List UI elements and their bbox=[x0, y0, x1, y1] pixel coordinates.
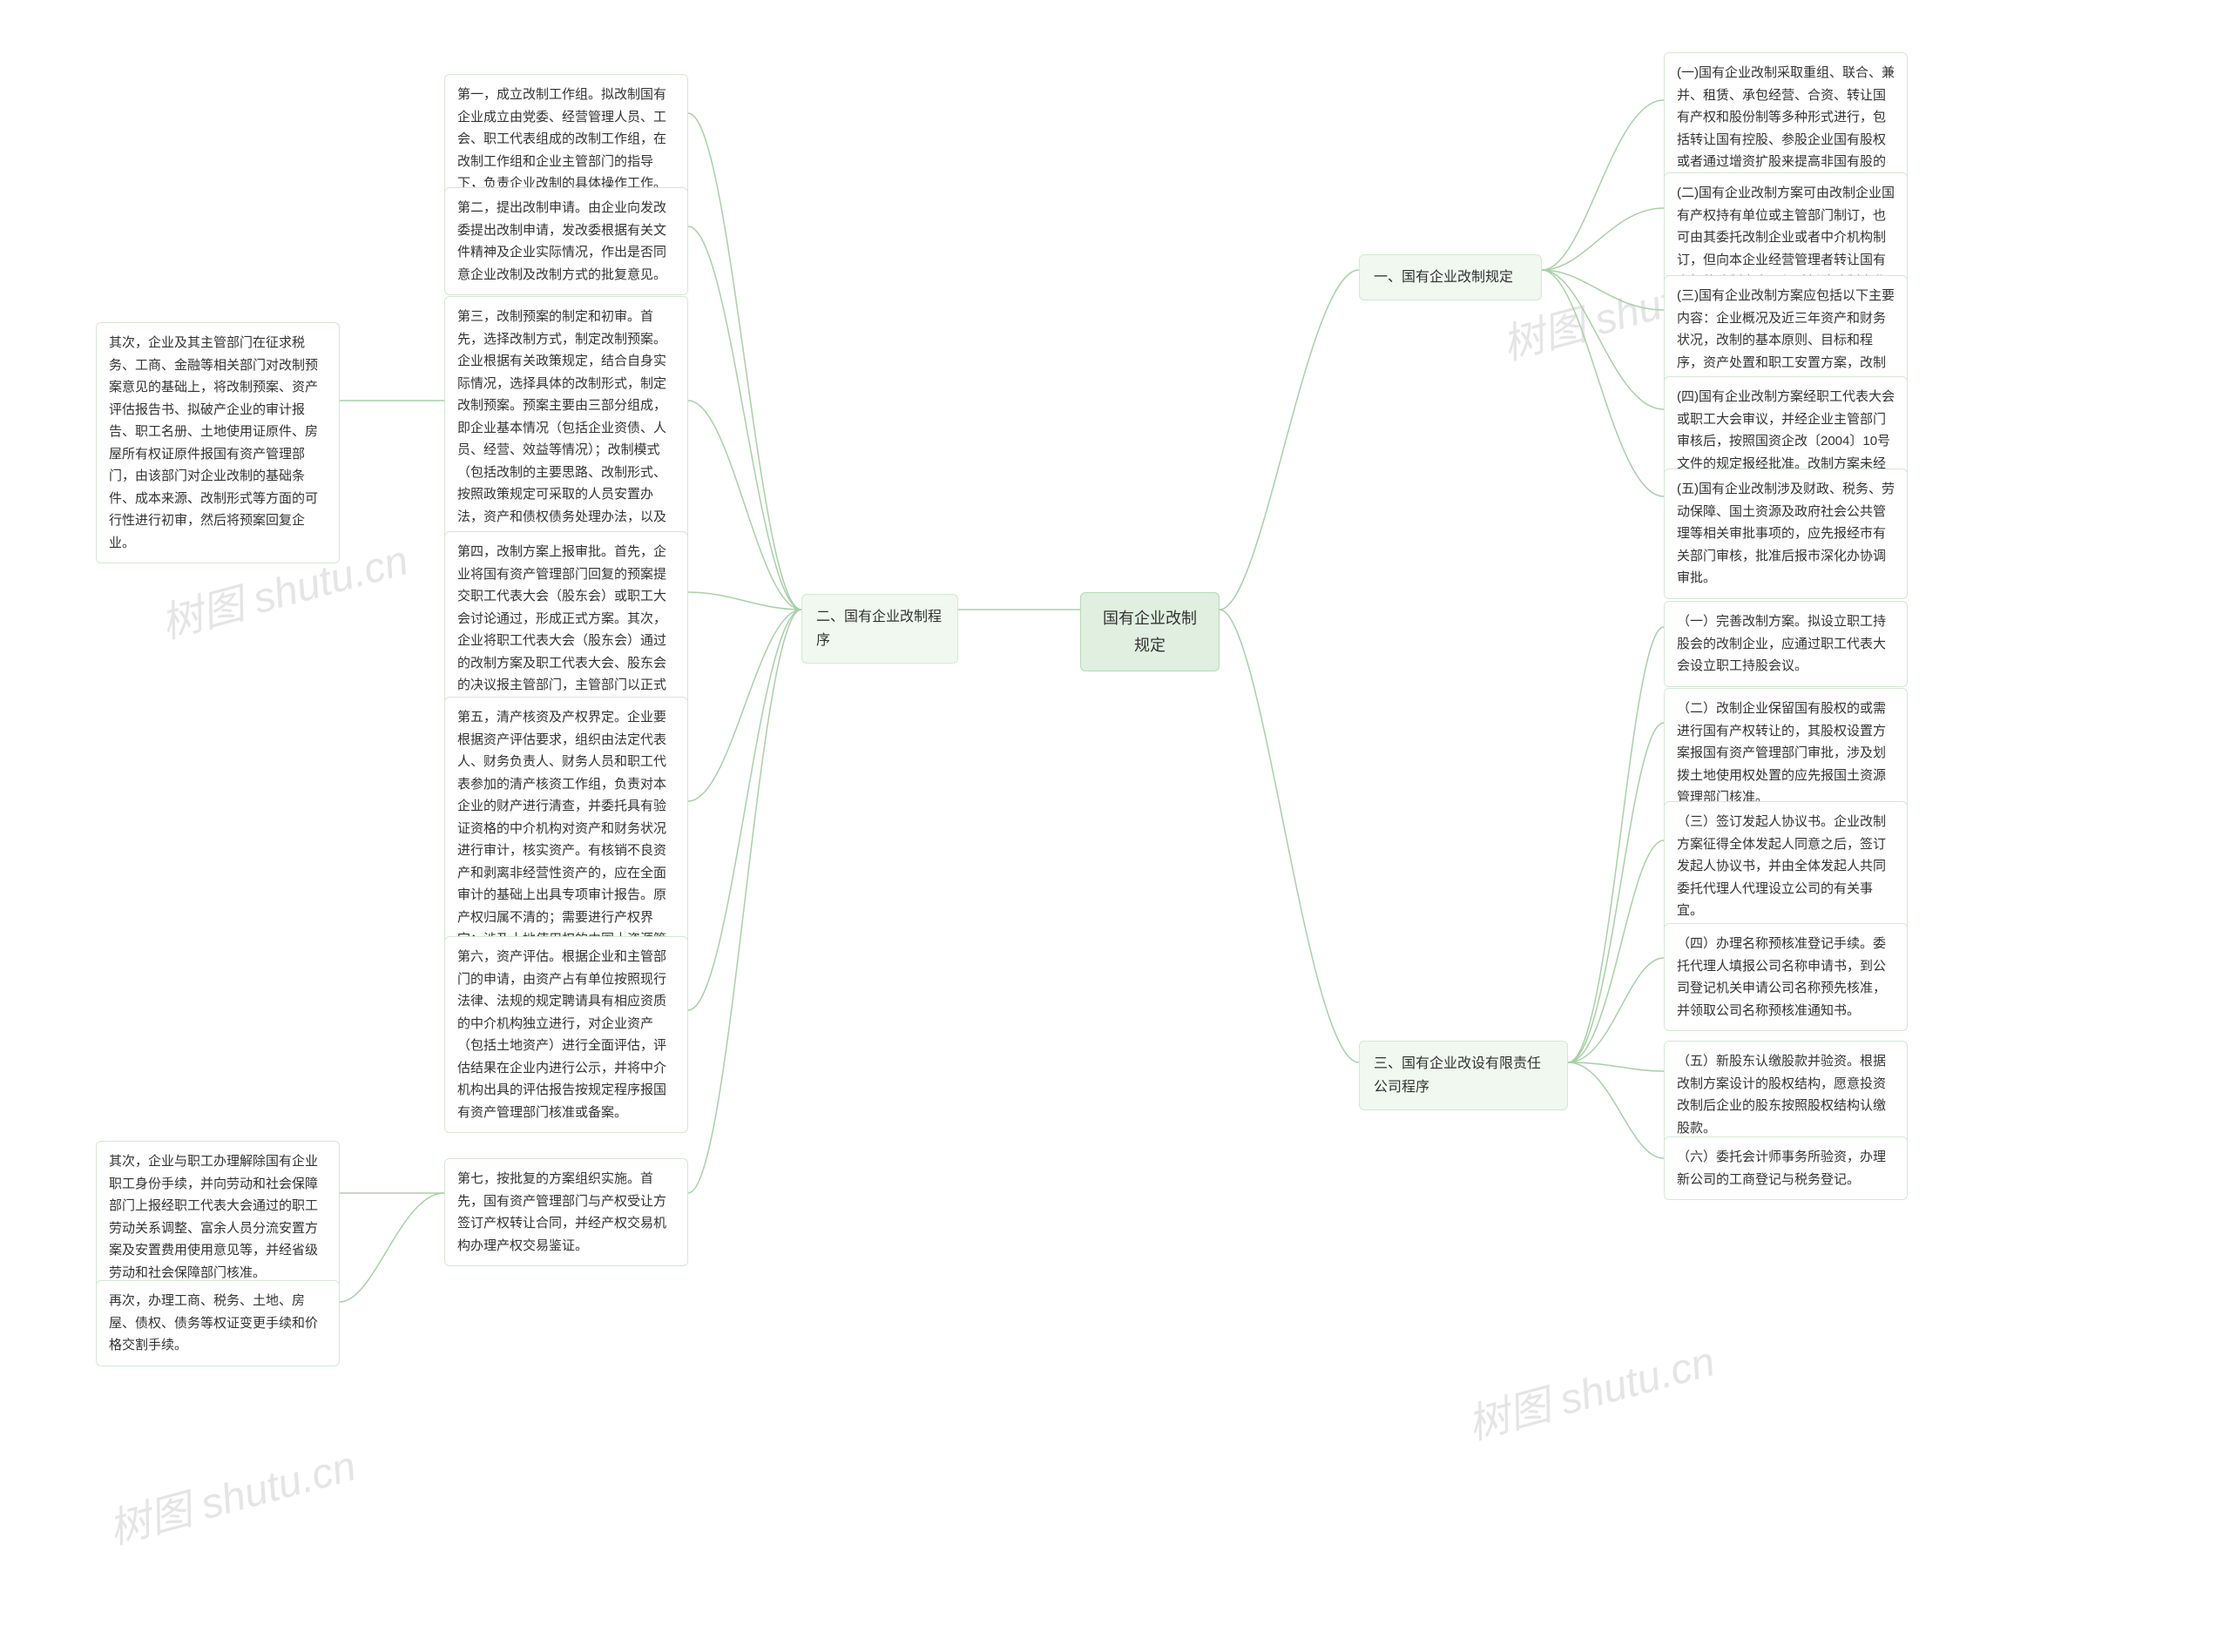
leaf-node: （五）新股东认缴股款并验资。根据改制方案设计的股权结构，愿意投资改制后企业的股东… bbox=[1664, 1041, 1908, 1149]
watermark: 树图 shutu.cn bbox=[101, 1432, 362, 1556]
leaf-node: (五)国有企业改制涉及财政、税务、劳动保障、国土资源及政府社会公共管理等相关审批… bbox=[1664, 469, 1908, 599]
leaf-node: （六）委托会计师事务所验资，办理新公司的工商登记与税务登记。 bbox=[1664, 1136, 1908, 1200]
branch-node-3: 三、国有企业改设有限责任公司程序 bbox=[1359, 1041, 1568, 1110]
branch-node-2: 二、国有企业改制程序 bbox=[801, 594, 958, 664]
branch-2-label: 二、国有企业改制程序 bbox=[816, 610, 942, 648]
leaf-node: （二）改制企业保留国有股权的或需进行国有产权转让的，其股权设置方案报国有资产管理… bbox=[1664, 688, 1908, 819]
leaf-node: （一）完善改制方案。拟设立职工持股会的改制企业，应通过职工代表大会设立职工持股会… bbox=[1664, 601, 1908, 687]
root-node: 国有企业改制规定 bbox=[1080, 592, 1220, 671]
leaf-node: （三）签订发起人协议书。企业改制方案征得全体发起人同意之后，签订发起人协议书，并… bbox=[1664, 801, 1908, 932]
subleaf-node: 其次，企业与职工办理解除国有企业职工身份手续，并向劳动和社会保障部门上报经职工代… bbox=[96, 1141, 340, 1293]
leaf-node: （四）办理名称预核准登记手续。委托代理人填报公司名称申请书，到公司登记机关申请公… bbox=[1664, 923, 1908, 1031]
leaf-node: 第七，按批复的方案组织实施。首先，国有资产管理部门与产权受让方签订产权转让合同，… bbox=[444, 1158, 688, 1266]
subleaf-node: 其次，企业及其主管部门在征求税务、工商、金融等相关部门对改制预案意见的基础上，将… bbox=[96, 322, 340, 563]
subleaf-node: 再次，办理工商、税务、土地、房屋、债权、债务等权证变更手续和价格交割手续。 bbox=[96, 1280, 340, 1366]
branch-node-1: 一、国有企业改制规定 bbox=[1359, 254, 1542, 300]
watermark: 树图 shutu.cn bbox=[1460, 1327, 1720, 1452]
branch-1-label: 一、国有企业改制规定 bbox=[1374, 270, 1513, 285]
leaf-node: 第二，提出改制申请。由企业向发改委提出改制申请，发改委根据有关文件精神及企业实际… bbox=[444, 187, 688, 295]
root-label: 国有企业改制规定 bbox=[1103, 610, 1197, 654]
leaf-node: 第一，成立改制工作组。拟改制国有企业成立由党委、经营管理人员、工会、职工代表组成… bbox=[444, 74, 688, 205]
leaf-node: 第六，资产评估。根据企业和主管部门的申请，由资产占有单位按照现行法律、法规的规定… bbox=[444, 936, 688, 1133]
branch-3-label: 三、国有企业改设有限责任公司程序 bbox=[1374, 1056, 1541, 1095]
